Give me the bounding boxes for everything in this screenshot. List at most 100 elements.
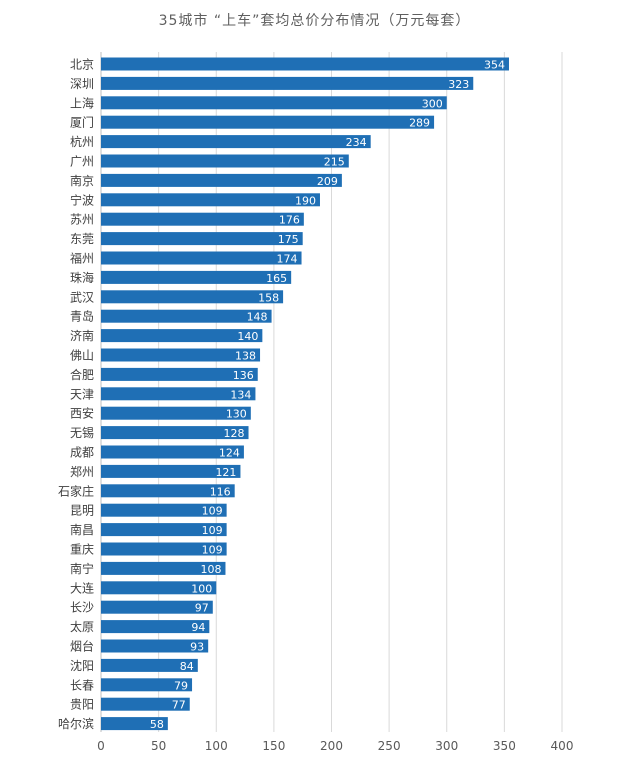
category-label: 石家庄 <box>58 483 94 498</box>
bar-value-label: 165 <box>266 272 287 285</box>
bar-value-label: 109 <box>202 505 223 518</box>
category-label: 太原 <box>70 619 94 634</box>
category-label: 西安 <box>70 406 94 421</box>
bar-value-label: 234 <box>346 136 367 149</box>
bar <box>101 542 227 556</box>
bar-value-label: 121 <box>215 466 236 479</box>
category-label: 哈尔滨 <box>58 716 94 731</box>
x-tick-label: 50 <box>151 739 166 753</box>
bar-value-label: 175 <box>278 233 299 246</box>
bar-value-label: 209 <box>317 175 338 188</box>
bar-value-label: 108 <box>200 563 221 576</box>
bar-value-label: 140 <box>237 330 258 343</box>
category-label: 昆明 <box>70 504 94 518</box>
bar-value-label: 323 <box>448 78 469 91</box>
bar <box>101 484 235 498</box>
bar-value-label: 94 <box>191 621 205 634</box>
bar <box>101 387 256 401</box>
bar-value-label: 79 <box>174 679 188 692</box>
category-label: 重庆 <box>70 543 94 557</box>
bar <box>101 426 249 440</box>
x-tick-label: 400 <box>551 739 574 753</box>
bar-value-label: 215 <box>324 156 345 169</box>
category-label: 深圳 <box>70 77 94 91</box>
bar <box>101 561 226 575</box>
bar <box>101 135 371 149</box>
bar-value-label: 77 <box>172 699 186 712</box>
x-tick-label: 100 <box>205 739 228 753</box>
bar-value-label: 124 <box>219 447 240 460</box>
bar-value-label: 130 <box>226 408 247 421</box>
category-label: 厦门 <box>70 115 94 130</box>
category-label: 合肥 <box>70 367 94 382</box>
bar <box>101 193 320 207</box>
x-tick-label: 200 <box>320 739 343 753</box>
bar <box>101 309 272 323</box>
bar <box>101 678 193 692</box>
category-label: 成都 <box>70 446 94 460</box>
bar <box>101 115 435 129</box>
category-label: 苏州 <box>70 213 94 227</box>
bar <box>101 96 447 110</box>
category-label: 郑州 <box>70 464 94 479</box>
bar <box>101 367 258 381</box>
category-label: 南昌 <box>70 522 94 537</box>
bar-value-label: 58 <box>150 718 164 731</box>
category-label: 北京 <box>70 58 94 72</box>
bar-value-label: 174 <box>277 253 298 266</box>
bar <box>101 76 474 90</box>
category-label: 青岛 <box>70 309 94 324</box>
x-tick-label: 300 <box>435 739 458 753</box>
bar <box>101 329 263 343</box>
category-label: 宁波 <box>70 192 94 207</box>
bar <box>101 464 241 478</box>
bar <box>101 173 342 187</box>
bar-value-label: 109 <box>202 524 223 537</box>
bar <box>101 270 292 284</box>
category-label: 福州 <box>70 251 94 266</box>
category-label: 天津 <box>70 387 94 401</box>
category-label: 沈阳 <box>70 658 94 673</box>
category-label: 无锡 <box>70 425 94 440</box>
bar <box>101 57 509 71</box>
bar <box>101 348 261 362</box>
bar-value-label: 136 <box>233 369 254 382</box>
bar-value-label: 97 <box>195 602 209 615</box>
category-label: 南宁 <box>70 561 94 576</box>
category-label: 杭州 <box>70 134 94 149</box>
bar <box>101 251 302 265</box>
category-label: 上海 <box>70 95 94 110</box>
bar-value-label: 158 <box>258 291 279 304</box>
bar <box>101 290 284 304</box>
bar <box>101 406 251 420</box>
category-label: 武汉 <box>70 290 94 304</box>
bar-value-label: 93 <box>190 641 204 654</box>
bar-value-label: 148 <box>247 311 268 324</box>
category-label: 东莞 <box>70 232 94 246</box>
x-tick-label: 0 <box>97 739 105 753</box>
bar <box>101 154 349 168</box>
x-tick-label: 150 <box>262 739 285 753</box>
bar-value-label: 116 <box>210 485 231 498</box>
bar <box>101 445 244 459</box>
category-label: 贵阳 <box>70 698 94 712</box>
category-label: 广州 <box>70 155 94 169</box>
bar <box>101 503 227 517</box>
x-tick-label: 250 <box>378 739 401 753</box>
bar <box>101 600 213 614</box>
bar <box>101 697 190 711</box>
bar <box>101 212 304 226</box>
chart-title: 35城市 “上车”套均总价分布情况（万元每套） <box>158 13 471 29</box>
category-label: 长春 <box>70 678 94 692</box>
bar <box>101 620 210 634</box>
category-label: 南京 <box>70 173 94 188</box>
bar-value-label: 289 <box>409 117 430 130</box>
bar <box>101 639 209 653</box>
category-label: 大连 <box>70 580 94 595</box>
bar-value-label: 100 <box>191 582 212 595</box>
category-label: 佛山 <box>70 349 94 363</box>
category-label: 烟台 <box>70 639 94 654</box>
bar-value-label: 109 <box>202 544 223 557</box>
bar-value-label: 138 <box>235 350 256 363</box>
